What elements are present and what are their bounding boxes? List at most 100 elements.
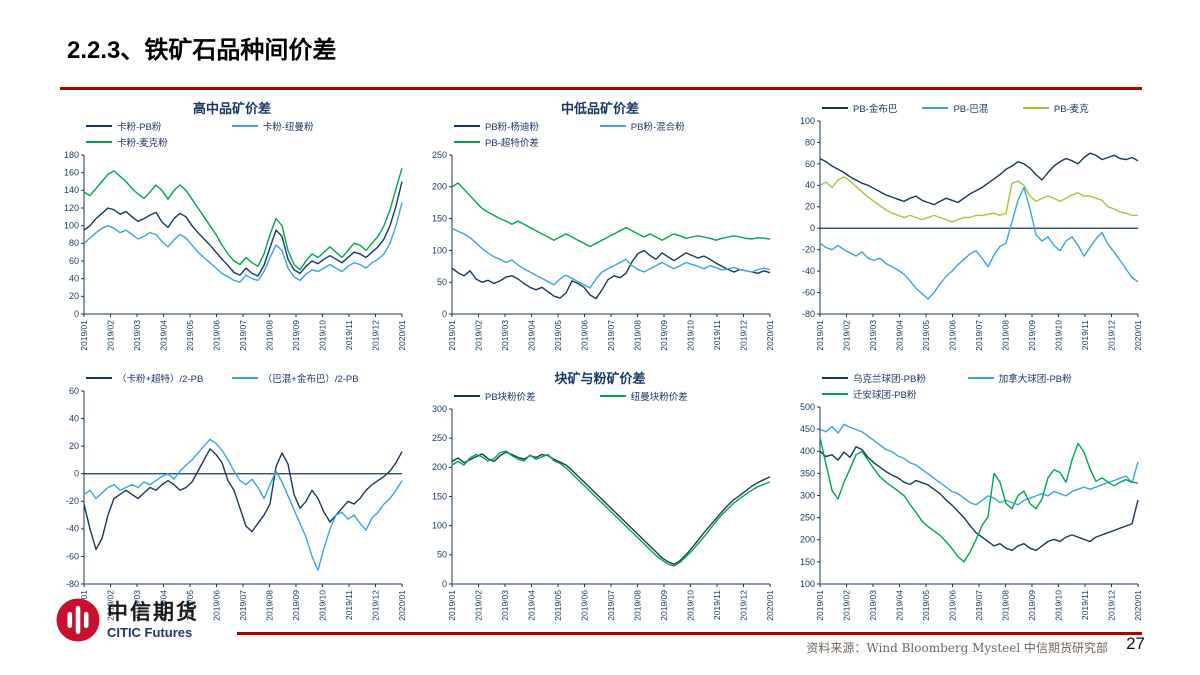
x-axis-tick-label: 2019/04 <box>159 320 169 351</box>
legend-line-swatch <box>231 377 258 379</box>
legend-line-swatch <box>1022 107 1049 109</box>
legend-item: PB块粉价差 <box>454 388 600 404</box>
x-axis-tick-label: 2019/12 <box>371 590 381 621</box>
x-axis-tick-label: 2019/12 <box>1107 590 1117 621</box>
legend-line-swatch <box>599 395 626 397</box>
legend-line-swatch <box>822 377 848 379</box>
x-axis-tick-label: 2020/01 <box>1133 320 1143 351</box>
x-axis-tick-label: 2019/08 <box>1001 590 1011 621</box>
legend-label: 乌克兰球团-PB粉 <box>853 374 926 385</box>
x-axis-tick-label: 2019/01 <box>447 590 457 621</box>
x-axis-tick-label: 2019/02 <box>106 320 116 351</box>
chart-high-grade-spread: 高中品矿价差 卡粉-PB粉 卡粉-纽曼粉 卡粉-麦克粉 0 20 40 60 80 100 12… <box>54 100 410 368</box>
series-line <box>819 176 1138 223</box>
x-axis-tick-label: 2019/03 <box>132 590 142 621</box>
x-axis-tick-label: 2019/11 <box>712 320 722 350</box>
x-axis-tick-label: 2019/12 <box>1107 320 1117 351</box>
legend-label: PB-超特价差 <box>485 138 539 149</box>
legend-item: PB-金布巴 <box>822 100 922 116</box>
legend-label: PB-金布巴 <box>853 104 898 115</box>
chart-plot: 0 50 100 150 200 250 300 2019/01 2019/02 2019/03 2… <box>432 404 775 621</box>
y-axis-tick-label: 40 <box>805 180 815 190</box>
x-axis-tick-label: 2019/10 <box>1054 590 1064 621</box>
x-axis-tick-label: 2019/08 <box>633 320 643 351</box>
series-line <box>451 450 771 567</box>
series-line <box>451 451 771 565</box>
x-axis-tick-label: 2019/02 <box>474 320 484 351</box>
x-axis-tick-label: 2019/07 <box>974 590 984 621</box>
y-axis-tick-label: 100 <box>64 221 79 231</box>
footer-divider-line <box>237 632 1142 635</box>
x-axis-tick-label: 2019/01 <box>815 590 825 621</box>
x-axis-tick-label: 2019/06 <box>948 320 958 351</box>
chart-legend: 乌克兰球团-PB粉 加拿大球团-PB粉 迁安球团-PB粉 <box>790 370 1146 402</box>
y-axis-tick-label: 150 <box>432 213 447 223</box>
legend-item: PB粉-混合粉 <box>599 118 746 134</box>
x-axis-tick-label: 2019/02 <box>842 590 852 621</box>
y-axis-tick-label: 0 <box>74 469 79 479</box>
y-axis-tick-label: 200 <box>432 182 447 192</box>
x-axis-tick-label: 2019/07 <box>974 320 984 351</box>
y-axis-tick-label: -20 <box>802 245 815 255</box>
legend-label: PB-巴混 <box>953 104 989 115</box>
x-axis-tick-label: 2019/12 <box>739 590 749 621</box>
title-divider-line <box>60 87 1142 90</box>
legend-line-swatch <box>454 141 480 143</box>
x-axis-tick-label: 2019/10 <box>318 320 328 351</box>
chart-legend: 卡粉-PB粉 卡粉-纽曼粉 卡粉-麦克粉 <box>54 118 410 150</box>
series-line <box>451 182 771 248</box>
y-axis-tick-label: 0 <box>442 309 447 319</box>
legend-line-swatch <box>822 107 848 109</box>
chart-plot: 100 150 200 250 300 350 400 450 500 2019/01 2019/0… <box>800 402 1143 621</box>
y-axis-tick-label: 100 <box>800 579 815 589</box>
y-axis-tick-label: -20 <box>66 496 79 506</box>
series-line <box>819 423 1139 506</box>
series-line <box>451 249 771 300</box>
chart-pellet-spread: 乌克兰球团-PB粉 加拿大球团-PB粉 迁安球团-PB粉 100 150 200 250 3… <box>790 370 1146 638</box>
x-axis-tick-label: 2019/09 <box>659 320 669 351</box>
charts-grid: 高中品矿价差 卡粉-PB粉 卡粉-纽曼粉 卡粉-麦克粉 0 20 40 60 80 100 12… <box>54 100 1146 638</box>
y-axis-tick-label: 40 <box>69 274 79 284</box>
x-axis-tick-label: 2020/01 <box>397 320 407 351</box>
y-axis-tick-label: 60 <box>805 159 815 169</box>
legend-label: 卡粉-麦克粉 <box>117 138 168 149</box>
legend-item: PB-巴混 <box>922 100 1022 116</box>
y-axis-tick-label: 20 <box>69 291 79 301</box>
x-axis-tick-label: 2019/10 <box>318 590 328 621</box>
series-line <box>819 152 1139 206</box>
y-axis-tick-label: 40 <box>69 413 79 423</box>
legend-line-swatch <box>922 107 949 109</box>
x-axis-tick-label: 2019/04 <box>527 320 537 351</box>
chart-legend: PB粉-杨迪粉 PB粉-混合粉 PB-超特价差 <box>422 118 778 150</box>
y-axis-tick-label: 200 <box>800 535 815 545</box>
x-axis-tick-label: 2020/01 <box>765 320 775 351</box>
y-axis-tick-label: 180 <box>64 150 79 160</box>
x-axis-tick-label: 2019/01 <box>79 320 89 351</box>
x-axis-tick-label: 2019/08 <box>265 320 275 351</box>
chart-legend: PB-金布巴 PB-巴混 PB-麦克 <box>790 100 1146 116</box>
x-axis-tick-label: 2019/08 <box>633 590 643 621</box>
legend-line-swatch <box>967 377 994 379</box>
legend-item: PB-超特价差 <box>454 134 600 150</box>
y-axis-tick-label: 150 <box>432 491 447 501</box>
x-axis-tick-label: 2019/04 <box>159 590 169 621</box>
y-axis-tick-label: 250 <box>432 150 447 160</box>
chart-plot: -80 -60 -40 -20 0 20 40 60 80 100 2019/01 2019/02 20… <box>800 116 1143 351</box>
logo-chinese-name: 中信期货 <box>107 600 199 624</box>
y-axis-tick-label: 100 <box>800 116 815 126</box>
y-axis-tick-label: -60 <box>66 551 79 561</box>
series-line <box>83 202 403 283</box>
company-logo: 中信期货 CITIC Futures <box>55 597 199 643</box>
x-axis-tick-label: 2019/11 <box>344 320 354 350</box>
legend-label: 迁安球团-PB粉 <box>853 390 917 401</box>
series-line <box>83 448 403 551</box>
y-axis-tick-label: -80 <box>66 579 79 589</box>
legend-item: 纽曼块粉价差 <box>599 388 746 404</box>
legend-label: 纽曼块粉价差 <box>630 392 688 403</box>
y-axis-tick-label: 100 <box>432 245 447 255</box>
legend-item: PB粉-杨迪粉 <box>454 118 600 134</box>
y-axis-tick-label: 150 <box>800 557 815 567</box>
y-axis-tick-label: 60 <box>69 386 79 396</box>
legend-item: （卡粉+超特）/2-PB <box>86 370 232 386</box>
x-axis-tick-label: 2019/03 <box>868 320 878 351</box>
